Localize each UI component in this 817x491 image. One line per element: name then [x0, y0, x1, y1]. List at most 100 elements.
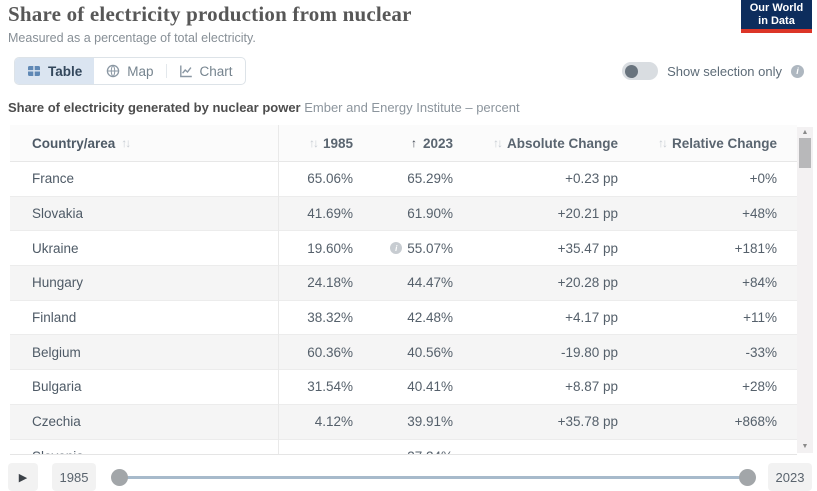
- cell-absolute-change: +8.87 pp: [565, 379, 618, 395]
- column-header-country[interactable]: Country/area ↑↓: [32, 135, 131, 151]
- table-row[interactable]: Finland 38.32% i 42.48% +4.17 pp +11%: [10, 300, 797, 336]
- cell-relative-change: +11%: [743, 310, 777, 326]
- table-caption: Share of electricity generated by nuclea…: [8, 100, 520, 115]
- info-icon[interactable]: i: [390, 242, 403, 255]
- cell-country: Finland: [32, 310, 77, 326]
- cell-relative-change: +28%: [742, 379, 777, 395]
- cell-1985: 65.06%: [307, 171, 353, 187]
- play-icon: ▶: [18, 471, 28, 484]
- tab-table-label: Table: [48, 63, 83, 79]
- tab-divider: [165, 64, 167, 78]
- page-title: Share of electricity production from nuc…: [8, 2, 412, 26]
- cell-2023: i 61.90%: [407, 206, 453, 222]
- globe-icon: [107, 64, 120, 78]
- tab-table[interactable]: Table: [15, 58, 95, 84]
- cell-1985: 24.18%: [307, 275, 353, 291]
- table-header-row: Country/area ↑↓ ↑↓ 1985 ↑ 2023 ↑↓ Absolu…: [10, 125, 797, 162]
- cell-1985: 60.36%: [307, 344, 353, 360]
- owid-logo[interactable]: Our World in Data: [741, 0, 812, 33]
- cell-2023: i 37.24%: [353, 449, 453, 454]
- sort-icon: ↑↓: [121, 136, 131, 150]
- scroll-up-icon[interactable]: ▲: [801, 129, 809, 136]
- cell-2023: i 55.07%: [353, 241, 453, 256]
- cell-relative-change: +181%: [734, 240, 777, 256]
- data-table: Country/area ↑↓ ↑↓ 1985 ↑ 2023 ↑↓ Absolu…: [10, 125, 797, 455]
- cell-2023: i 42.48%: [407, 310, 453, 326]
- column-divider: [278, 125, 279, 454]
- show-selection-label: Show selection only: [667, 63, 782, 79]
- cell-2023: i 39.91%: [407, 414, 453, 430]
- cell-absolute-change: -19.80 pp: [560, 344, 618, 360]
- play-button[interactable]: ▶: [8, 463, 38, 491]
- cell-relative-change: +84%: [742, 275, 777, 291]
- view-tabs: Table Map Chart: [14, 57, 246, 85]
- sort-icon: ↑↓: [492, 136, 503, 150]
- table-row[interactable]: Bulgaria 31.54% i 40.41% +8.87 pp +28%: [10, 370, 797, 405]
- cell-absolute-change: +4.17 pp: [565, 310, 618, 326]
- table-row[interactable]: Ukraine 19.60% i 55.07% +35.47 pp +181%: [10, 231, 797, 267]
- header: Share of electricity production from nuc…: [8, 2, 412, 45]
- cell-1985: 19.60%: [307, 240, 353, 256]
- cell-country: Bulgaria: [32, 379, 82, 395]
- cell-relative-change: +868%: [734, 414, 777, 430]
- tab-chart-label: Chart: [199, 63, 233, 79]
- table-row[interactable]: Slovenia i 37.24%: [10, 439, 797, 454]
- cell-country: France: [32, 171, 75, 187]
- slider-handle-start[interactable]: [111, 468, 128, 486]
- sort-icon: ↑↓: [308, 136, 319, 150]
- info-icon[interactable]: i: [791, 64, 804, 78]
- cell-2023: i 40.56%: [407, 344, 453, 360]
- cell-country: Czechia: [32, 414, 81, 430]
- table-row[interactable]: Czechia 4.12% i 39.91% +35.78 pp +868%: [10, 404, 797, 440]
- cell-2023: i 65.29%: [407, 171, 453, 187]
- cell-absolute-change: +20.28 pp: [557, 275, 618, 291]
- cell-absolute-change: +35.78 pp: [557, 414, 618, 430]
- year-slider[interactable]: [111, 463, 756, 491]
- table-scrollbar[interactable]: ▲ ▼: [797, 127, 813, 453]
- table-row[interactable]: Slovakia 41.69% i 61.90% +20.21 pp +48%: [10, 196, 797, 232]
- caption-title: Share of electricity generated by nuclea…: [8, 100, 301, 115]
- cell-country: Belgium: [32, 344, 81, 360]
- column-header-absolute-change[interactable]: ↑↓ Absolute Change: [492, 135, 618, 151]
- cell-2023: i 44.47%: [407, 275, 453, 291]
- cell-country: Ukraine: [32, 240, 79, 256]
- table-row[interactable]: Belgium 60.36% i 40.56% -19.80 pp -33%: [10, 335, 797, 371]
- timeline-start-year: 1985: [52, 463, 96, 491]
- cell-country: Hungary: [32, 275, 84, 291]
- table-row[interactable]: Hungary 24.18% i 44.47% +20.28 pp +84%: [10, 266, 797, 301]
- column-header-2023[interactable]: ↑ 2023: [410, 135, 453, 151]
- cell-absolute-change: +35.47 pp: [557, 240, 618, 256]
- show-selection-toggle[interactable]: [622, 62, 659, 80]
- cell-relative-change: +48%: [742, 206, 777, 222]
- selection-control: Show selection only i: [622, 61, 804, 81]
- tab-chart[interactable]: Chart: [167, 58, 245, 84]
- caption-source: Ember and Energy Institute – percent: [300, 100, 520, 115]
- cell-1985: 41.69%: [307, 206, 353, 222]
- chart-icon: [179, 65, 192, 78]
- cell-absolute-change: +20.21 pp: [557, 206, 618, 222]
- column-header-1985[interactable]: ↑↓ 1985: [308, 135, 353, 151]
- logo-line1: Our World: [749, 2, 804, 14]
- table-icon: [28, 66, 40, 76]
- table-row[interactable]: France 65.06% i 65.29% +0.23 pp +0%: [10, 162, 797, 197]
- column-header-relative-change[interactable]: ↑↓ Relative Change: [657, 135, 777, 151]
- cell-country: Slovenia: [10, 449, 278, 454]
- sort-icon: ↑↓: [657, 136, 668, 150]
- scrollbar-thumb[interactable]: [799, 138, 811, 168]
- timeline: ▶ 1985 2023: [8, 463, 812, 491]
- tab-map[interactable]: Map: [94, 58, 165, 84]
- page-subtitle: Measured as a percentage of total electr…: [8, 31, 256, 45]
- sort-icon-active: ↑: [410, 136, 417, 150]
- slider-track: [119, 475, 748, 479]
- cell-1985: 38.32%: [307, 310, 353, 326]
- cell-2023: i 40.41%: [407, 379, 453, 395]
- slider-handle-end[interactable]: [739, 468, 756, 486]
- cell-relative-change: +0%: [749, 171, 777, 187]
- scroll-down-icon[interactable]: ▼: [801, 443, 809, 450]
- timeline-end-year: 2023: [768, 463, 812, 491]
- cell-1985: 31.54%: [307, 379, 353, 395]
- logo-line2: in Data: [758, 14, 795, 27]
- table-body: France 65.06% i 65.29% +0.23 pp +0% Slov…: [10, 162, 797, 454]
- cell-absolute-change: +0.23 pp: [565, 171, 618, 187]
- cell-relative-change: -33%: [745, 344, 777, 360]
